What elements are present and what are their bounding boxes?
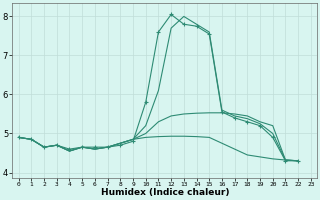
X-axis label: Humidex (Indice chaleur): Humidex (Indice chaleur) xyxy=(100,188,229,197)
